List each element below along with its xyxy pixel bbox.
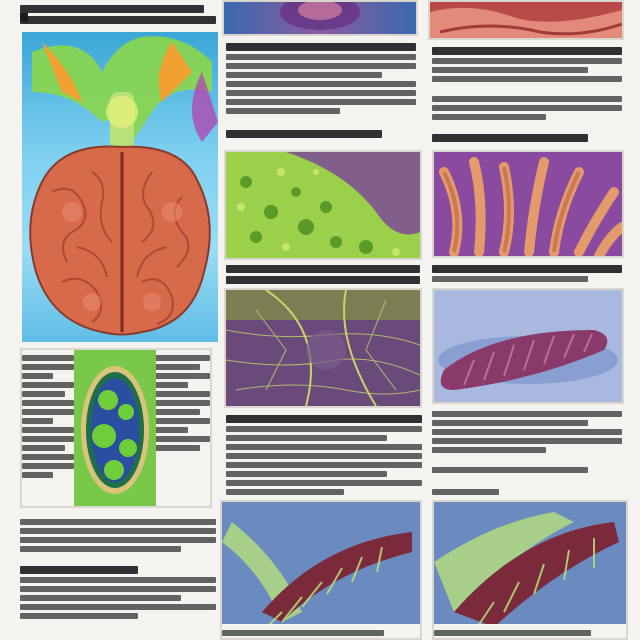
- brain-illustration-icon: [29, 36, 218, 336]
- cell-illustration-panel: [20, 348, 212, 508]
- organism-illustration-icon: [434, 290, 622, 402]
- tissue-top-middle-panel: [222, 0, 418, 36]
- vein-text-block: [226, 412, 422, 496]
- organism-text-block: [432, 408, 622, 495]
- header-text-block: [20, 0, 220, 30]
- tissue-top-right-icon: [430, 2, 622, 38]
- fern-specimen-left-icon: [222, 502, 420, 638]
- fern-specimen-right-panel: [432, 500, 628, 640]
- moss-caption-block: [226, 262, 420, 284]
- coral-tubes-panel: [432, 150, 624, 258]
- moss-texture-panel: [224, 150, 422, 260]
- coral-illustration-icon: [434, 152, 622, 256]
- vein-network-panel: [224, 288, 422, 408]
- moss-illustration-icon: [226, 152, 420, 258]
- bottom-left-text-block: [20, 516, 216, 636]
- fern-specimen-left-panel: [220, 500, 422, 640]
- tissue-top-right-panel: [428, 0, 624, 40]
- brain-illustration-panel: [22, 32, 218, 342]
- right-top-text-block: [432, 44, 622, 144]
- cell-illustration-icon: [74, 350, 156, 506]
- tissue-top-middle-icon: [280, 2, 360, 30]
- fern-specimen-right-icon: [434, 502, 626, 638]
- coral-caption-block: [432, 262, 622, 284]
- middle-top-text-block: [226, 40, 416, 144]
- header-marker-icon: [20, 13, 28, 22]
- vein-illustration-icon: [226, 290, 420, 406]
- striped-organism-panel: [432, 288, 624, 404]
